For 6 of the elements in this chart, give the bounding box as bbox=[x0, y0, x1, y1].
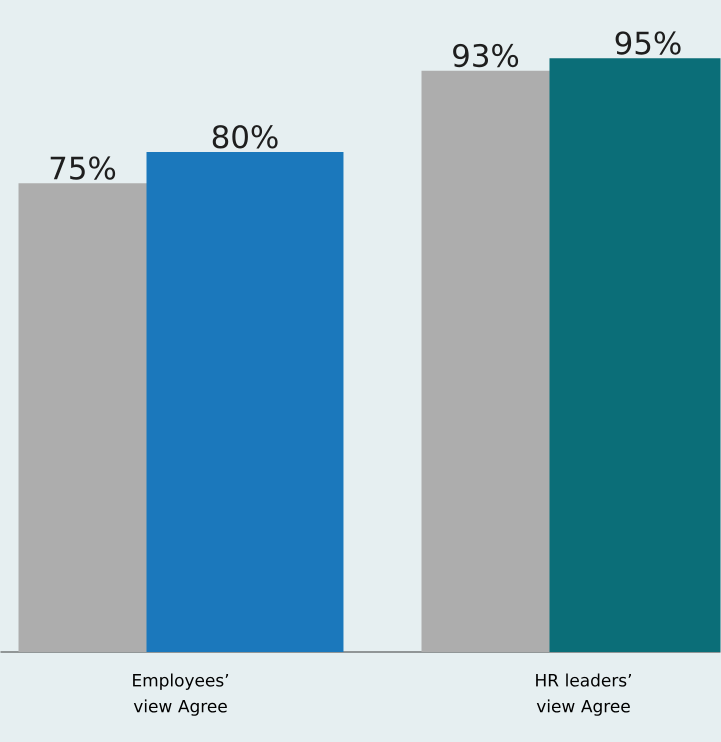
data-label: 95% bbox=[616, 31, 681, 55]
data-label: 93% bbox=[453, 44, 518, 68]
data-label: 75% bbox=[50, 156, 116, 180]
x-tick-label: HR leaders’ view Agree bbox=[536, 674, 631, 716]
data-label: 80% bbox=[212, 125, 278, 148]
x-tick-label: Employees’ view Agree bbox=[133, 674, 228, 716]
